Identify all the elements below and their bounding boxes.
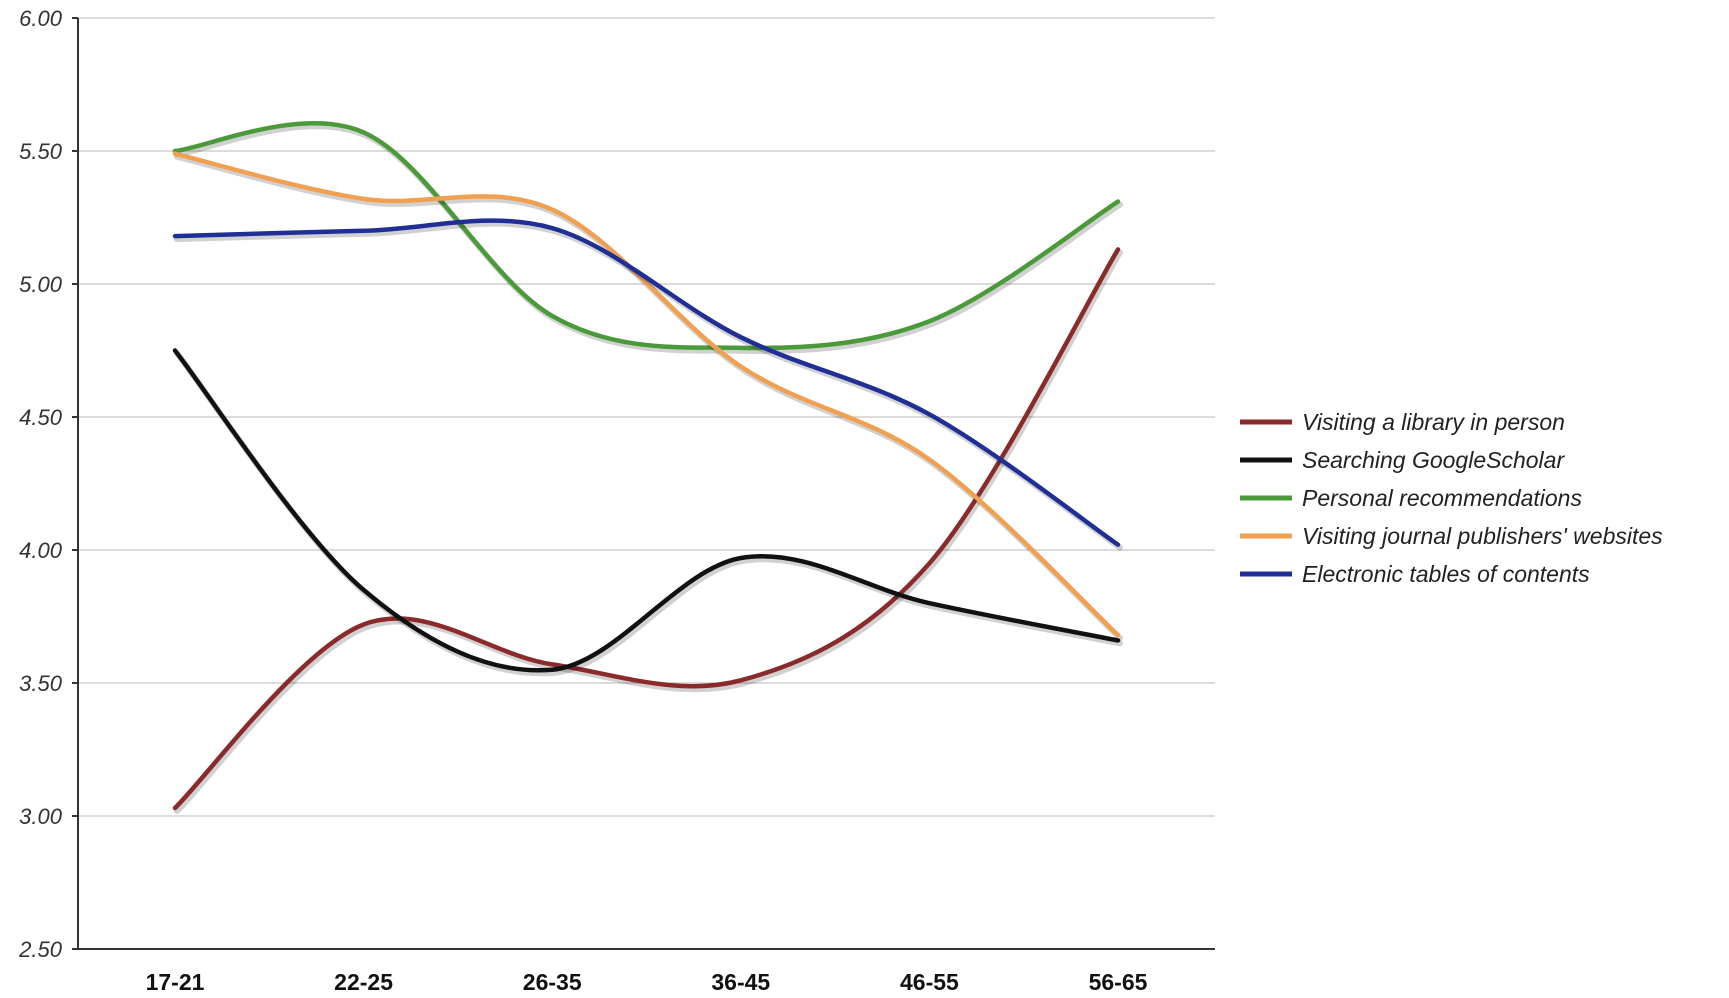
x-tick-label: 26-35 [523,969,582,995]
x-tick-label: 46-55 [900,969,959,995]
legend-label: Searching GoogleScholar [1302,447,1565,473]
series-line-shadow [174,153,1123,642]
series-line-shadow [174,123,1123,354]
x-tick-labels: 17-21 22-25 26-35 36-45 46-55 56-65 [146,969,1148,995]
series-line [172,348,1121,673]
x-tick-label: 17-21 [146,969,205,995]
y-tick-label: 5.50 [19,139,63,164]
y-tick-label: 5.00 [19,272,63,297]
y-tick-label: 4.00 [19,538,63,563]
series-line-shadow [174,350,1123,677]
legend: Visiting a library in person Searching Go… [1240,409,1663,587]
y-tick-label: 2.50 [18,937,63,962]
y-tick-label: 4.50 [19,405,63,430]
y-tick-label: 3.50 [19,671,63,696]
series-line-shadow [174,249,1123,815]
y-tick-label: 3.00 [19,804,63,829]
legend-label: Personal recommendations [1302,485,1582,511]
axes [77,18,1215,950]
x-tick-label: 36-45 [711,969,770,995]
series-line [172,247,1121,811]
y-tick-label: 6.00 [19,6,63,31]
x-tick-label: 22-25 [334,969,393,995]
legend-label: Electronic tables of contents [1302,561,1590,587]
series-line [172,218,1121,547]
x-tick-label: 56-65 [1089,969,1148,995]
series-lines [172,121,1123,815]
series-line [172,121,1121,351]
legend-label: Visiting journal publishers' websites [1302,523,1663,549]
legend-label: Visiting a library in person [1302,409,1565,435]
series-line [172,151,1121,638]
y-tick-labels: 2.50 3.00 3.50 4.00 4.50 5.00 5.50 6.00 [18,6,78,962]
